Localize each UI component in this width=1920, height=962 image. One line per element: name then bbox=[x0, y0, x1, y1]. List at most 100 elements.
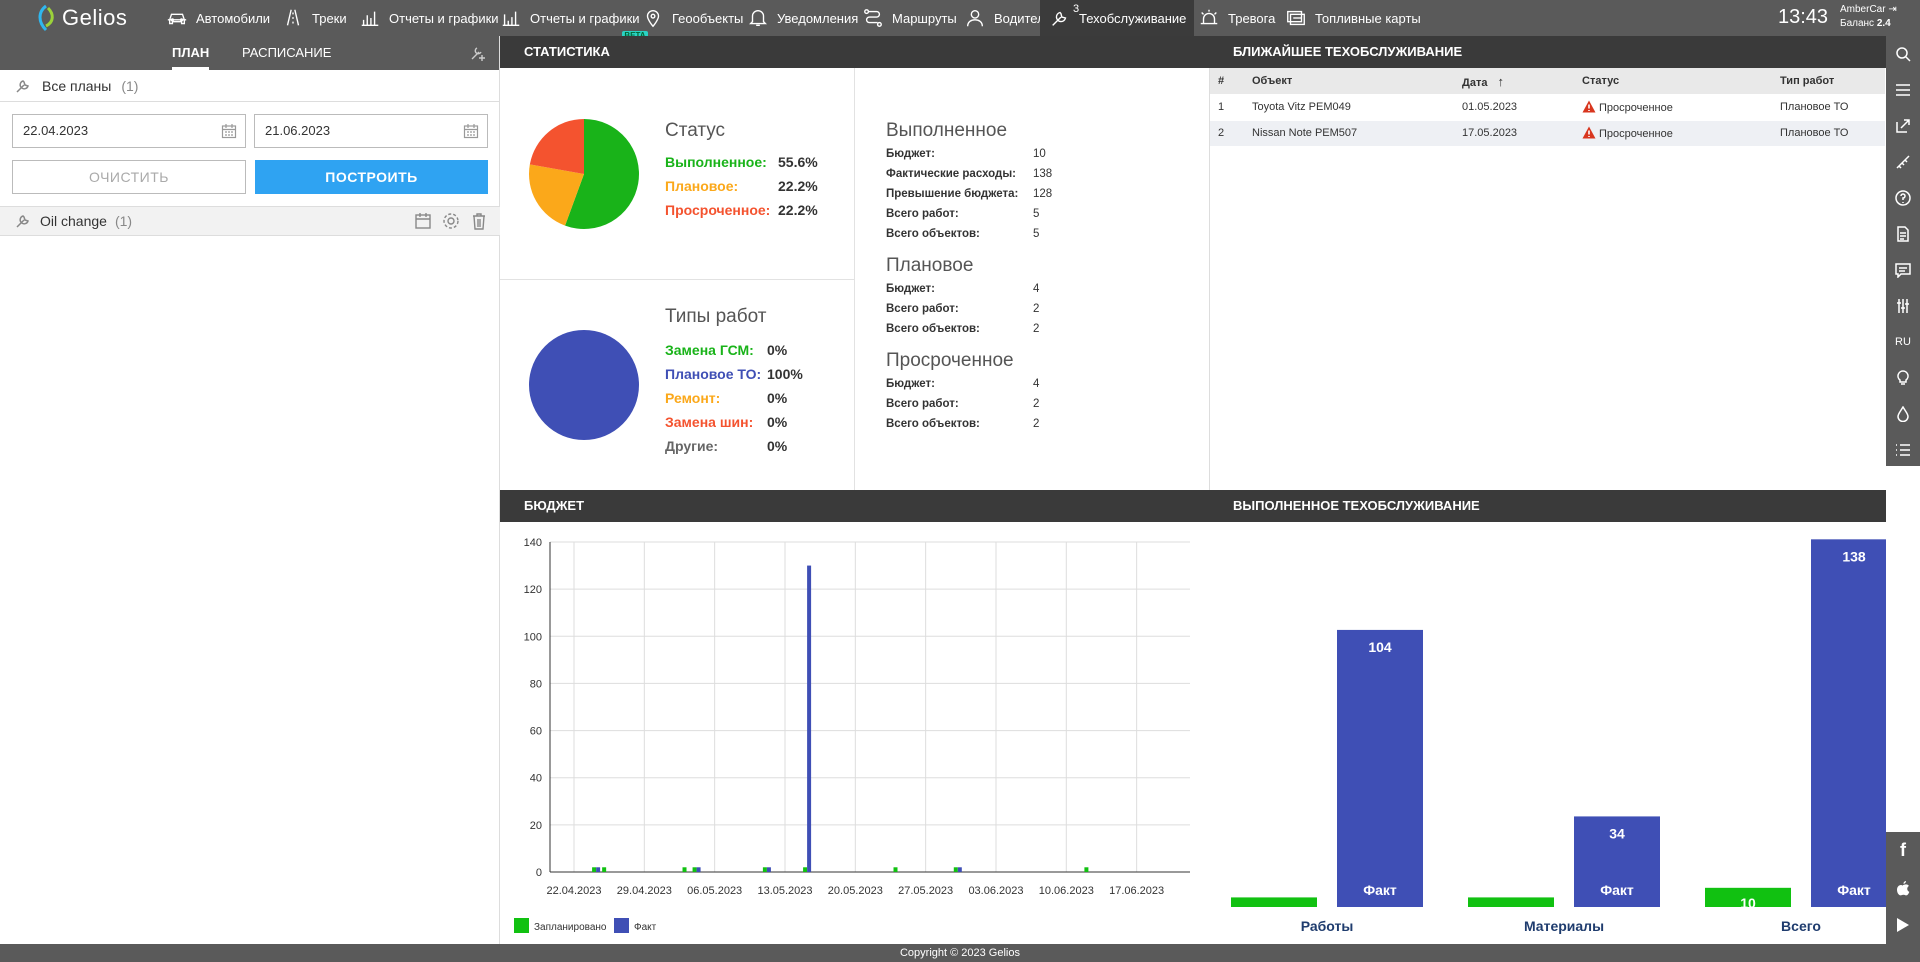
tab-schedule[interactable]: РАСПИСАНИЕ bbox=[242, 45, 332, 60]
nav-person[interactable]: Водители bbox=[963, 0, 1052, 36]
group-value: 5 bbox=[1033, 208, 1040, 220]
menu-icon bbox=[1896, 84, 1910, 96]
plan-count: (1) bbox=[114, 213, 133, 229]
stats-header: СТАТИСТИКА bbox=[500, 36, 1209, 68]
column-header[interactable]: # bbox=[1210, 68, 1244, 94]
table-row[interactable]: 2 Nissan Note PEM507 17.05.2023 Просроченно… bbox=[1210, 120, 1885, 147]
group-value: 4 bbox=[1033, 378, 1040, 390]
nav-label: Треки bbox=[312, 10, 347, 26]
group-key: Всего работ: bbox=[886, 398, 959, 410]
tab-plan[interactable]: ПЛАН bbox=[172, 36, 210, 70]
legend-label: Факт bbox=[634, 922, 657, 933]
type-legend-label: Замена шин: bbox=[665, 414, 754, 430]
divider bbox=[854, 68, 855, 490]
date-from-input[interactable]: 22.04.2023 bbox=[12, 114, 246, 148]
table-row[interactable]: 1 Toyota Vitz PEM049 01.05.2023 Просроченно… bbox=[1210, 94, 1885, 121]
nav-route[interactable]: Маршруты bbox=[861, 0, 957, 36]
nav-car[interactable]: Автомобили bbox=[165, 0, 270, 36]
pie-slice bbox=[529, 164, 584, 226]
footer: Copyright © 2023 Gelios bbox=[0, 944, 1920, 962]
google-play-icon[interactable] bbox=[1886, 906, 1920, 943]
column-header[interactable]: Объект bbox=[1244, 68, 1454, 94]
warning-icon bbox=[1582, 100, 1596, 113]
clear-button[interactable]: ОЧИСТИТЬ bbox=[12, 160, 246, 194]
wrench-icon bbox=[16, 79, 29, 93]
y-tick-label: 60 bbox=[530, 726, 542, 738]
calendar-icon[interactable] bbox=[463, 123, 479, 139]
y-tick-label: 140 bbox=[524, 537, 542, 549]
nav-fuel-card[interactable]: Топливные карты bbox=[1284, 0, 1421, 36]
nav-wrench[interactable]: Техобслуживание 3 bbox=[1040, 0, 1195, 36]
x-tick-label: 17.06.2023 bbox=[1109, 885, 1164, 897]
search-button[interactable] bbox=[1886, 36, 1920, 72]
status-text: Просроченное bbox=[1599, 101, 1673, 114]
date-to-input[interactable]: 21.06.2023 bbox=[254, 114, 488, 148]
row-date: 01.05.2023 bbox=[1454, 94, 1574, 121]
nav-alarm[interactable]: Тревога bbox=[1197, 0, 1275, 36]
build-button[interactable]: ПОСТРОИТЬ bbox=[255, 160, 488, 194]
column-label: Тип работ bbox=[1780, 75, 1835, 87]
gear-icon[interactable] bbox=[442, 212, 460, 230]
export-button[interactable] bbox=[1886, 108, 1920, 144]
apple-icon[interactable] bbox=[1886, 869, 1920, 906]
maintenance-table-panel: # Объект Дата ↑ Статус Тип работ 1 Toyota Vitz… bbox=[1209, 68, 1885, 490]
calendar-icon[interactable] bbox=[221, 123, 237, 139]
list-button[interactable] bbox=[1886, 432, 1920, 468]
calendar-icon[interactable] bbox=[414, 212, 432, 230]
row-object: Toyota Vitz PEM049 bbox=[1244, 94, 1454, 121]
menu-button[interactable] bbox=[1886, 72, 1920, 108]
help-button[interactable] bbox=[1886, 180, 1920, 216]
status-legend-label: Просроченное: bbox=[665, 202, 771, 218]
nav-pin[interactable]: Геообъекты bbox=[641, 0, 743, 36]
bar-value-label: 104 bbox=[1368, 639, 1392, 655]
bar-planned bbox=[692, 867, 697, 872]
row-status: Просроченное bbox=[1574, 120, 1772, 147]
document-button[interactable] bbox=[1886, 216, 1920, 252]
nav-line-chart[interactable]: Отчеты и графики BETA bbox=[499, 0, 648, 40]
ruler-icon bbox=[1896, 155, 1910, 169]
measure-button[interactable] bbox=[1886, 144, 1920, 180]
chat-icon bbox=[1895, 263, 1911, 278]
add-plan-icon[interactable] bbox=[469, 44, 487, 62]
beta-badge: BETA bbox=[622, 30, 648, 40]
bar-value-label: 138 bbox=[1842, 548, 1866, 564]
account-info[interactable]: AmberCar ⇥ Баланс 2.4 bbox=[1840, 3, 1897, 31]
group-value: 128 bbox=[1033, 188, 1053, 200]
maint-header: БЛИЖАЙШЕЕ ТЕХОБСЛУЖИВАНИЕ bbox=[1209, 36, 1886, 68]
column-label: Объект bbox=[1252, 75, 1293, 87]
logout-icon[interactable]: ⇥ bbox=[1888, 4, 1897, 15]
type-legend-value: 100% bbox=[767, 366, 803, 382]
bar-planned bbox=[1705, 887, 1791, 907]
chat-button[interactable] bbox=[1886, 252, 1920, 288]
nav-bell[interactable]: Уведомления bbox=[746, 0, 858, 36]
language-button[interactable]: RU bbox=[1895, 336, 1911, 348]
column-header[interactable]: Статус bbox=[1574, 68, 1772, 94]
filter-button[interactable] bbox=[1886, 288, 1920, 324]
facebook-icon[interactable]: f bbox=[1900, 840, 1906, 860]
group-key: Всего объектов: bbox=[886, 418, 980, 430]
bulb-button[interactable] bbox=[1886, 360, 1920, 396]
column-header[interactable]: Дата ↑ bbox=[1454, 68, 1574, 94]
nav-label: Геообъекты bbox=[672, 10, 744, 26]
plan-row[interactable]: Oil change (1) bbox=[0, 206, 500, 236]
trash-icon[interactable] bbox=[470, 212, 488, 230]
nav-bar-chart[interactable]: Отчеты и графики bbox=[358, 0, 499, 36]
column-label: # bbox=[1218, 75, 1225, 87]
date-to-value: 21.06.2023 bbox=[265, 123, 331, 138]
nav-label: Маршруты bbox=[892, 10, 957, 26]
balance-value: 2.4 bbox=[1876, 18, 1891, 29]
gelios-logo[interactable]: Gelios bbox=[34, 3, 127, 33]
row-date: 17.05.2023 bbox=[1454, 120, 1574, 147]
nav-road[interactable]: Треки bbox=[281, 0, 347, 36]
notification-count: 3 bbox=[1073, 3, 1080, 15]
y-tick-label: 100 bbox=[524, 631, 542, 643]
type-legend-label: Другие: bbox=[665, 438, 719, 454]
nav-label: Автомобили bbox=[196, 10, 271, 26]
all-plans-row[interactable]: Все планы (1) bbox=[0, 70, 499, 102]
y-tick-label: 0 bbox=[536, 867, 542, 879]
type-legend-label: Замена ГСМ: bbox=[665, 342, 754, 358]
group-value: 2 bbox=[1033, 418, 1040, 430]
group-key: Фактические расходы: bbox=[886, 168, 1016, 180]
drop-button[interactable] bbox=[1886, 396, 1920, 432]
column-header[interactable]: Тип работ bbox=[1772, 68, 1885, 94]
